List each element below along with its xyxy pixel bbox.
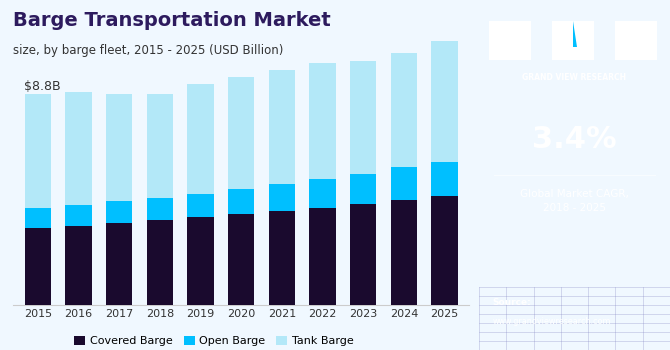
Bar	[25, 228, 51, 304]
Bar	[391, 167, 417, 200]
Bar	[310, 208, 336, 304]
Bar	[65, 204, 92, 226]
Text: Source:: Source:	[492, 298, 531, 307]
Bar	[188, 217, 214, 304]
Bar	[269, 70, 295, 184]
Bar	[391, 200, 417, 304]
Text: 3.4%: 3.4%	[532, 126, 617, 154]
Text: Barge Transportation Market: Barge Transportation Market	[13, 10, 331, 29]
Text: $8.8B: $8.8B	[23, 80, 60, 93]
Bar	[106, 223, 133, 304]
Bar	[25, 208, 51, 228]
Text: size, by barge fleet, 2015 - 2025 (USD Billion): size, by barge fleet, 2015 - 2025 (USD B…	[13, 44, 284, 57]
Bar	[65, 92, 92, 204]
Bar	[25, 94, 51, 208]
Bar	[147, 198, 173, 220]
Bar	[188, 194, 214, 217]
Legend: Covered Barge, Open Barge, Tank Barge: Covered Barge, Open Barge, Tank Barge	[70, 331, 358, 350]
FancyBboxPatch shape	[614, 21, 657, 60]
FancyBboxPatch shape	[488, 21, 531, 60]
Bar	[106, 201, 133, 223]
Bar	[310, 180, 336, 208]
Bar	[228, 77, 255, 189]
Bar	[350, 174, 377, 204]
Bar	[147, 94, 173, 198]
Text: GRAND VIEW RESEARCH: GRAND VIEW RESEARCH	[523, 74, 626, 83]
Bar	[310, 63, 336, 180]
Bar	[269, 184, 295, 211]
Bar	[106, 94, 133, 201]
Bar	[228, 214, 255, 304]
Bar	[65, 226, 92, 304]
Text: www.grandviewresearch.com: www.grandviewresearch.com	[492, 317, 611, 326]
Bar	[431, 162, 458, 196]
Text: Global Market CAGR,
2018 - 2025: Global Market CAGR, 2018 - 2025	[520, 189, 629, 213]
FancyBboxPatch shape	[551, 21, 594, 60]
Polygon shape	[573, 21, 578, 47]
Bar	[431, 41, 458, 162]
Bar	[188, 84, 214, 194]
Bar	[350, 204, 377, 304]
Bar	[391, 53, 417, 167]
Bar	[269, 211, 295, 304]
Bar	[431, 196, 458, 304]
Bar	[147, 220, 173, 304]
Bar	[350, 61, 377, 174]
Bar	[228, 189, 255, 214]
